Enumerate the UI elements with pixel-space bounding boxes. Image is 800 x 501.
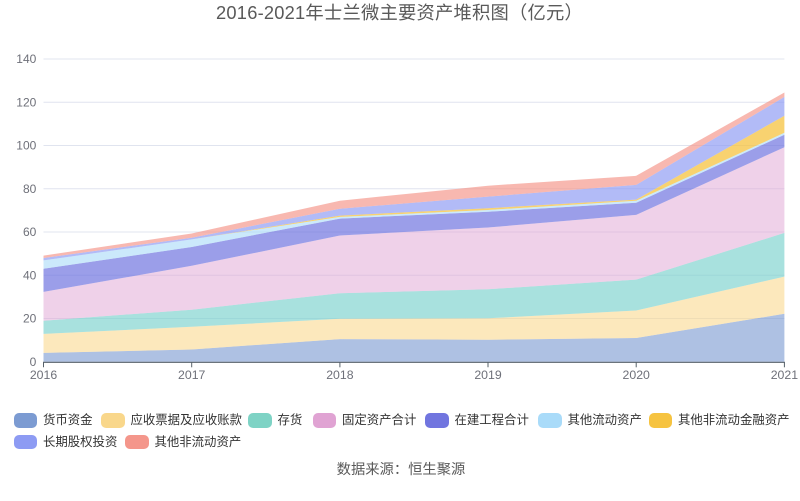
svg-text:100: 100 xyxy=(16,139,36,153)
svg-text:140: 140 xyxy=(16,52,36,66)
svg-text:0: 0 xyxy=(30,355,37,369)
svg-text:2017: 2017 xyxy=(178,368,206,382)
svg-text:2018: 2018 xyxy=(326,368,354,382)
svg-text:40: 40 xyxy=(23,269,37,283)
svg-text:2020: 2020 xyxy=(623,368,651,382)
svg-text:60: 60 xyxy=(23,225,37,239)
svg-text:2021: 2021 xyxy=(771,368,799,382)
svg-text:2019: 2019 xyxy=(474,368,502,382)
svg-text:120: 120 xyxy=(16,96,36,110)
svg-text:20: 20 xyxy=(23,312,37,326)
svg-text:80: 80 xyxy=(23,182,37,196)
svg-text:2016: 2016 xyxy=(30,368,58,382)
